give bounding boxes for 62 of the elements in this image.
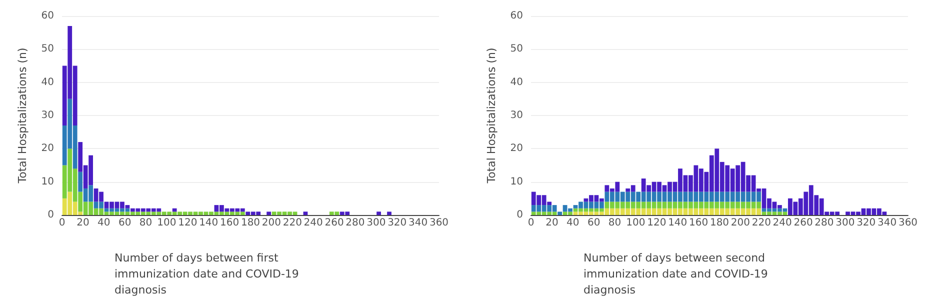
x-tick-label: 340 [878,218,897,228]
y-tick-label: 50 [41,44,54,55]
x-tick-label: 280 [346,218,365,228]
y-tick-label: 20 [41,143,54,154]
bar [266,212,272,215]
bar [303,212,308,215]
x-tick-label: 80 [608,218,622,228]
x-tick-label: 200 [730,218,750,228]
x-tick-label: 120 [647,218,666,228]
y-tick-label: 30 [41,110,54,121]
y-tick-label: 0 [516,210,523,220]
x-tick-label: 0 [528,218,534,228]
x-tick-label: 140 [199,218,218,228]
x-tick-label: 40 [566,218,580,228]
y-tick-label: 50 [510,44,523,55]
x-tick-label: 300 [836,218,855,228]
x-tick-label: 180 [710,218,730,228]
x-tick-label: 100 [626,218,646,228]
x-tick-label: 60 [587,218,600,228]
x-tick-label: 40 [98,218,110,228]
x-tick-label: 280 [814,218,834,228]
y-tick-label: 10 [510,176,523,188]
y-axis-title: Total Hospitalizations (n) [485,48,498,184]
x-tick-label: 240 [304,218,323,228]
x-tick-label: 80 [139,218,152,228]
x-tick-label: 320 [856,218,876,228]
x-tick-label: 300 [366,218,386,228]
x-tick-label: 100 [157,218,176,228]
bar [558,212,562,215]
y-tick-label: 60 [510,10,523,22]
x-tick-label: 260 [324,218,344,228]
x-tick-label: 180 [240,218,260,228]
x-axis-title: Number of days between second immunization date and COVID-19 diagnosis [584,252,772,296]
y-tick-label: 20 [510,143,523,154]
x-tick-label: 20 [76,218,90,228]
x-tick-label: 320 [388,218,407,228]
x-tick-label: 360 [898,218,918,228]
y-tick-label: 30 [510,110,523,121]
x-tick-label: 160 [689,218,708,228]
bar [387,212,392,215]
x-tick-label: 220 [752,218,771,228]
bar [376,212,381,215]
x-tick-label: 0 [58,218,66,228]
y-tick-label: 10 [41,176,54,188]
x-tick-label: 120 [178,218,198,228]
x-tick-label: 260 [794,218,813,228]
y-tick-label: 40 [41,76,54,88]
x-tick-label: 140 [668,218,688,228]
x-tick-label: 200 [262,218,281,228]
y-tick-label: 0 [48,210,54,220]
y-tick-label: 40 [510,76,523,88]
y-axis-title: Total Hospitalizations (n) [16,48,29,184]
x-tick-label: 340 [408,218,428,228]
x-tick-label: 220 [282,218,302,228]
x-tick-label: 20 [546,218,558,228]
x-tick-label: 360 [429,218,449,228]
x-tick-label: 60 [118,218,132,228]
x-tick-label: 160 [220,218,240,228]
x-tick-label: 240 [772,218,792,228]
bar [172,208,177,212]
y-tick-label: 60 [41,10,54,22]
x-axis-title: Number of days between first immunization date and COVID-19 diagnosis [114,252,302,296]
